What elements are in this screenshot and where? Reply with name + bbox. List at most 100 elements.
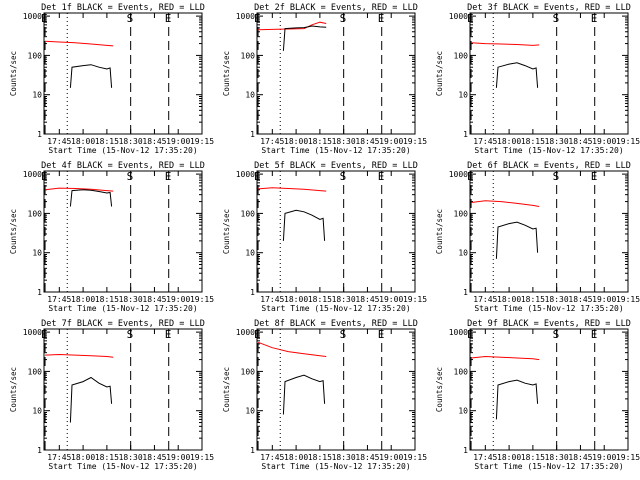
marker-label: S [553, 328, 560, 341]
chart-title: Det 4f BLACK = Events, RED = LLD [41, 161, 205, 171]
y-tick-label: 10 [32, 407, 42, 416]
y-tick-label: 100 [454, 367, 469, 376]
x-tick-label: 18:00 [71, 453, 95, 462]
chart-panel-4: Det 4f BLACK = Events, RED = LLD 1 10 100 10… [9, 161, 214, 313]
marker-label: E [378, 328, 385, 341]
x-tick-label: 18:00 [497, 137, 521, 146]
marker-label: E [41, 170, 48, 183]
series-line [45, 353, 114, 358]
x-axis-label: Start Time (15-Nov-12 17:35:20) [48, 304, 197, 313]
series-line [69, 189, 113, 207]
marker-label: E [467, 12, 474, 25]
x-tick-label: 19:15 [190, 137, 214, 146]
x-tick-label: 18:15 [521, 295, 545, 304]
y-tick-label: 1000 [23, 170, 42, 179]
y-tick-label: 1 [37, 288, 42, 297]
x-tick-label: 17:45 [260, 137, 284, 146]
marker-label: S [340, 12, 347, 25]
marker-label: E [467, 170, 474, 183]
y-tick-label: 1000 [449, 12, 468, 21]
series-line [495, 379, 539, 420]
y-tick-label: 1000 [23, 12, 42, 21]
y-tick-label: 1000 [23, 328, 42, 337]
y-tick-label: 1 [250, 288, 255, 297]
x-tick-label: 18:30 [332, 295, 356, 304]
x-axis-label: Start Time (15-Nov-12 17:35:20) [48, 462, 197, 471]
series-line [495, 62, 539, 88]
series-line [257, 341, 327, 357]
y-tick-label: 10 [245, 91, 255, 100]
x-tick-label: 19:15 [403, 453, 427, 462]
series-line [258, 187, 327, 192]
x-axis-label: Start Time (15-Nov-12 17:35:20) [48, 146, 197, 155]
y-tick-label: 1 [463, 446, 468, 455]
marker-label: E [378, 170, 385, 183]
chart-panel-1: Det 1f BLACK = Events, RED = LLD 1 10 100 10… [9, 3, 214, 155]
y-tick-label: 1 [463, 288, 468, 297]
y-axis-label: Counts/sec [435, 51, 444, 96]
x-tick-label: 18:15 [95, 137, 119, 146]
marker-label: E [165, 12, 172, 25]
y-tick-label: 1 [37, 130, 42, 139]
x-tick-label: 18:15 [308, 295, 332, 304]
y-tick-label: 1 [250, 446, 255, 455]
marker-label: E [41, 328, 48, 341]
marker-label: S [553, 12, 560, 25]
series-line [45, 187, 114, 192]
y-tick-label: 10 [458, 249, 468, 258]
x-tick-label: 19:00 [379, 137, 403, 146]
x-tick-label: 18:00 [497, 295, 521, 304]
marker-label: S [340, 328, 347, 341]
marker-label: S [127, 328, 134, 341]
chart-panel-6: Det 6f BLACK = Events, RED = LLD 1 10 100 10… [435, 161, 640, 313]
y-tick-label: 100 [241, 209, 256, 218]
x-tick-label: 18:15 [521, 137, 545, 146]
x-tick-label: 19:00 [592, 137, 616, 146]
y-tick-label: 10 [458, 91, 468, 100]
chart-panel-5: Det 5f BLACK = Events, RED = LLD 1 10 100 10… [222, 161, 427, 313]
x-tick-label: 18:00 [71, 295, 95, 304]
marker-label: S [127, 170, 134, 183]
x-tick-label: 19:15 [616, 295, 640, 304]
x-axis-label: Start Time (15-Nov-12 17:35:20) [474, 304, 623, 313]
x-tick-label: 17:45 [473, 453, 497, 462]
x-tick-label: 19:15 [403, 295, 427, 304]
series-line [45, 40, 114, 47]
marker-label: E [165, 170, 172, 183]
x-tick-label: 18:30 [545, 137, 569, 146]
y-axis-label: Counts/sec [9, 367, 18, 412]
x-tick-label: 19:15 [403, 137, 427, 146]
x-tick-label: 19:00 [592, 453, 616, 462]
y-tick-label: 10 [458, 407, 468, 416]
y-tick-label: 1000 [449, 328, 468, 337]
x-tick-label: 18:30 [545, 453, 569, 462]
x-tick-label: 18:45 [142, 295, 166, 304]
x-tick-label: 17:45 [473, 137, 497, 146]
y-tick-label: 100 [241, 51, 256, 60]
x-tick-label: 18:45 [142, 453, 166, 462]
x-tick-label: 18:45 [355, 453, 379, 462]
x-tick-label: 19:15 [190, 295, 214, 304]
x-axis-label: Start Time (15-Nov-12 17:35:20) [261, 304, 410, 313]
chart-title: Det 7f BLACK = Events, RED = LLD [41, 319, 205, 329]
marker-label: E [467, 328, 474, 341]
chart-title: Det 8f BLACK = Events, RED = LLD [254, 319, 418, 329]
series-line [495, 221, 539, 259]
x-tick-label: 19:00 [166, 295, 190, 304]
series-line [471, 42, 540, 46]
x-tick-label: 17:45 [47, 295, 71, 304]
marker-label: E [165, 328, 172, 341]
x-tick-label: 19:00 [379, 453, 403, 462]
y-axis-label: Counts/sec [9, 51, 18, 96]
y-tick-label: 100 [454, 209, 469, 218]
marker-label: E [378, 12, 385, 25]
series-line [471, 355, 540, 361]
x-tick-label: 18:30 [332, 453, 356, 462]
x-tick-label: 18:15 [308, 453, 332, 462]
x-tick-label: 18:30 [119, 137, 143, 146]
marker-label: S [553, 170, 560, 183]
x-tick-label: 18:15 [95, 453, 119, 462]
x-tick-label: 18:45 [355, 137, 379, 146]
y-tick-label: 10 [32, 249, 42, 258]
series-line [69, 376, 113, 423]
